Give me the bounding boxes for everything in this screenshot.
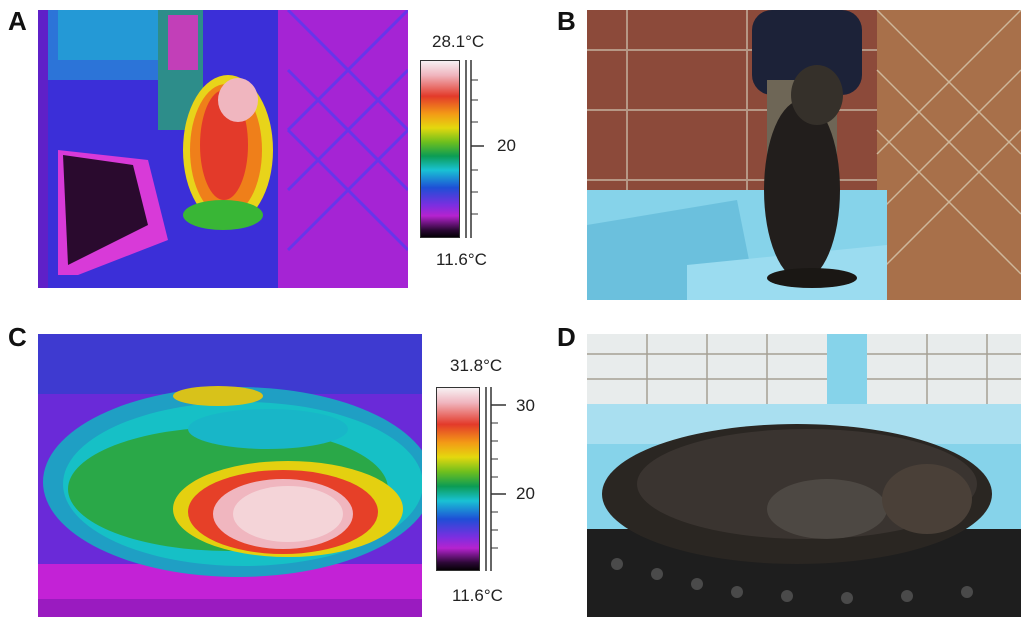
scale-c-max-label: 31.8°C xyxy=(450,356,503,375)
photo-standing-otter xyxy=(587,10,1021,300)
thermal-image-resting-otter xyxy=(38,334,422,617)
scale-a-min-label: 11.6°C xyxy=(436,250,487,269)
thermal-image-standing-otter xyxy=(38,10,408,288)
panel-label-d: D xyxy=(557,322,576,352)
scale-a-tick-20: 20 xyxy=(497,136,516,155)
scale-c-colorbar xyxy=(436,387,480,571)
panel-label-b: B xyxy=(557,6,576,36)
scale-c-min-label: 11.6°C xyxy=(452,586,503,605)
scale-a-colorbar xyxy=(420,60,460,238)
scale-c-tick-20: 20 xyxy=(516,484,535,503)
photo-resting-otter xyxy=(587,334,1021,617)
panel-label-a: A xyxy=(8,6,27,36)
scale-a-tick-axis xyxy=(465,60,484,238)
panel-label-c: C xyxy=(8,322,27,352)
scale-a-max-label: 28.1°C xyxy=(432,32,485,51)
scale-c-tick-30: 30 xyxy=(516,396,535,415)
scale-c-tick-axis xyxy=(485,387,506,571)
